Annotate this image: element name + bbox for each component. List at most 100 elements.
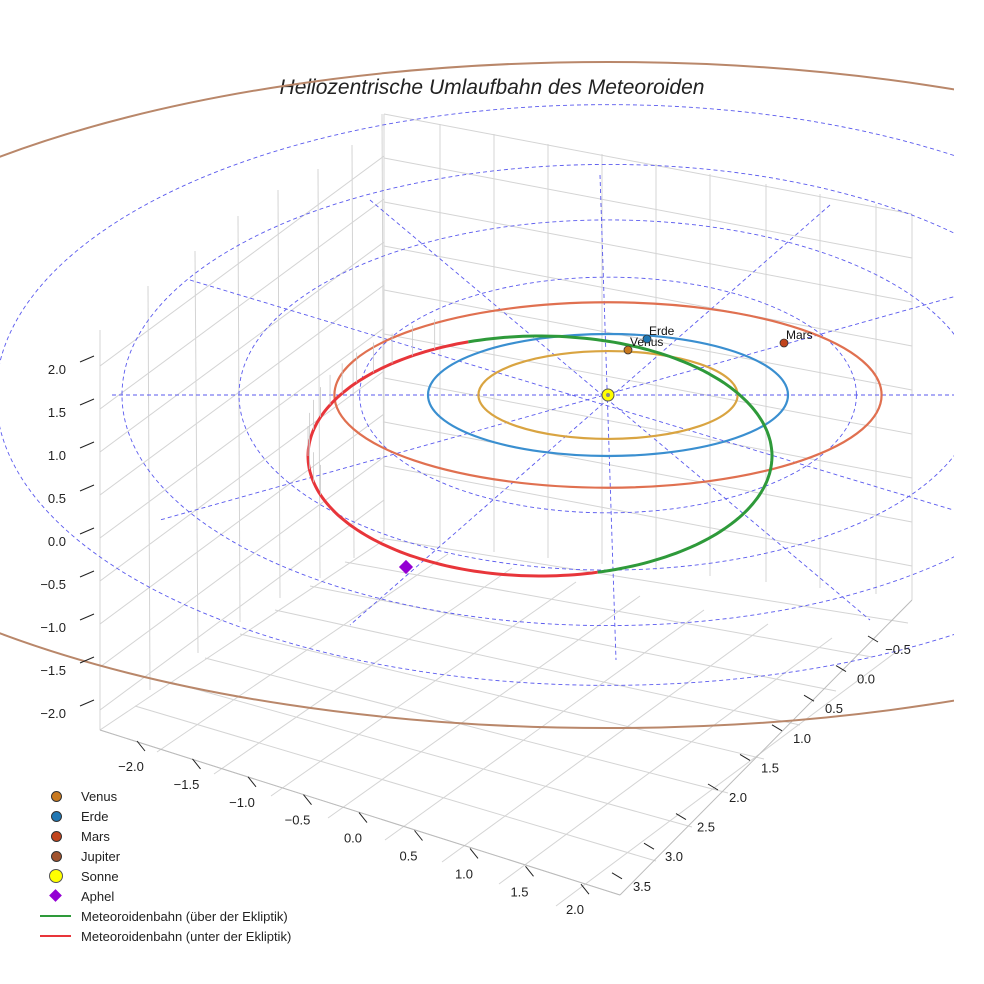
grid-line (239, 633, 765, 760)
legend: Venus Erde Mars Jupiter Sonne Aphel Meteoroide… (40, 786, 291, 946)
grid-line (99, 370, 385, 582)
z-tick-mark (79, 484, 95, 492)
grid-line (194, 250, 199, 654)
z-tick-mark (79, 441, 95, 449)
orbit-mars (333, 301, 883, 489)
orbit-jupiter (0, 61, 954, 729)
grid-line (99, 155, 385, 367)
legend-item: Aphel (40, 886, 291, 906)
x-tick-label: 1.0 (455, 866, 473, 881)
z-tick-mark (79, 398, 95, 406)
z-tick-label: 0.0 (48, 534, 66, 549)
grid-line (327, 595, 641, 819)
axis-grid (99, 113, 913, 907)
legend-item: Sonne (40, 866, 291, 886)
meteoroid-orbit-below (306, 340, 598, 578)
y-tick-label: 1.5 (761, 760, 779, 775)
x-tick-label: −2.0 (118, 759, 144, 774)
y-tick-label: 2.0 (729, 790, 747, 805)
chart-title: Heliozentrische Umlaufbahn des Meteoroid… (280, 76, 705, 99)
marker-mars (779, 338, 789, 348)
y-tick-mark (835, 665, 847, 673)
y-tick-mark (643, 842, 655, 850)
label-erde: Erde (649, 324, 675, 338)
x-tick-mark (247, 776, 257, 788)
grid-line (383, 465, 913, 567)
legend-symbol (40, 906, 72, 926)
grid-line (274, 609, 801, 726)
legend-item: Erde (40, 806, 291, 826)
z-tick-label: −1.5 (40, 663, 66, 678)
ecliptic-spoke (599, 174, 617, 661)
label-mars: Mars (786, 328, 813, 342)
z-tick-mark (79, 656, 95, 664)
grid-line (383, 333, 913, 435)
x-tick-label: 0.5 (399, 849, 417, 864)
x-tick-mark (192, 758, 201, 770)
ecliptic-spoke (349, 204, 831, 626)
grid-line (99, 198, 385, 410)
marker-venus (623, 345, 633, 355)
z-tick-label: −1.0 (40, 620, 66, 635)
ecliptic-ring (0, 104, 954, 686)
grid-line (134, 705, 657, 862)
legend-symbol (40, 826, 72, 846)
legend-label: Meteoroidenbahn (über der Ekliptik) (81, 908, 288, 924)
legend-label: Meteoroidenbahn (unter der Ekliptik) (81, 928, 292, 944)
grid-line (379, 537, 909, 624)
y-tick-mark (803, 694, 815, 702)
x-tick-mark (303, 794, 312, 806)
aphel-marker (398, 559, 414, 575)
y-tick-mark (675, 813, 687, 821)
x-tick-mark (136, 740, 146, 752)
y-tick-mark (739, 753, 751, 761)
legend-item: Meteoroidenbahn (über der Ekliptik) (40, 906, 291, 926)
legend-label: Mars (81, 828, 110, 844)
x-tick-label: −1.0 (229, 795, 255, 810)
marker-erde (642, 334, 652, 344)
z-tick-label: 1.0 (48, 448, 66, 463)
grid-line (277, 189, 281, 599)
x-tick-mark (358, 812, 368, 823)
orbit-erde (426, 332, 790, 458)
legend-item: Meteoroidenbahn (unter der Ekliptik) (40, 926, 291, 946)
z-tick-label: 2.0 (48, 362, 66, 377)
y-tick-label: −0.5 (885, 642, 911, 657)
grid-line (309, 585, 837, 692)
grid-line (383, 113, 913, 215)
legend-label: Erde (81, 808, 109, 824)
grid-line (344, 561, 873, 658)
legend-symbol (40, 786, 72, 806)
y-tick-mark (611, 872, 623, 880)
legend-symbol (40, 806, 72, 826)
x-tick-label: 1.5 (510, 884, 528, 899)
x-tick-mark (414, 830, 423, 841)
meteoroid-orbit (306, 319, 774, 578)
y-tick-label: 0.0 (857, 672, 875, 687)
y-tick-label: 1.0 (793, 731, 811, 746)
z-tick-mark (79, 527, 95, 535)
grid-line (317, 168, 321, 579)
x-tick-label: 0.0 (344, 831, 362, 846)
x-tick-label: −1.5 (174, 777, 200, 792)
legend-label: Venus (81, 788, 118, 804)
grid-line (99, 456, 385, 668)
legend-label: Aphel (81, 888, 115, 904)
grid-line (237, 215, 241, 623)
y-tick-mark (707, 783, 719, 791)
z-tick-label: 1.5 (48, 405, 66, 420)
legend-symbol (40, 926, 72, 946)
grid-line (99, 284, 385, 496)
x-tick-mark (580, 883, 590, 895)
legend-item: Venus (40, 786, 291, 806)
ecliptic-spoke (189, 279, 954, 511)
meteoroid-orbit-above (468, 334, 774, 574)
grid-line (213, 567, 513, 775)
z-tick-mark (79, 355, 95, 363)
grid-line (383, 421, 913, 523)
axis-ticks: 2.0 1.5 1.0 0.5 0.0 −0.5 −1.0 −1.5 −2.0 −2.0 −1.5 −… (40, 355, 911, 917)
legend-label: Sonne (81, 868, 119, 884)
legend-label: Jupiter (81, 848, 121, 864)
